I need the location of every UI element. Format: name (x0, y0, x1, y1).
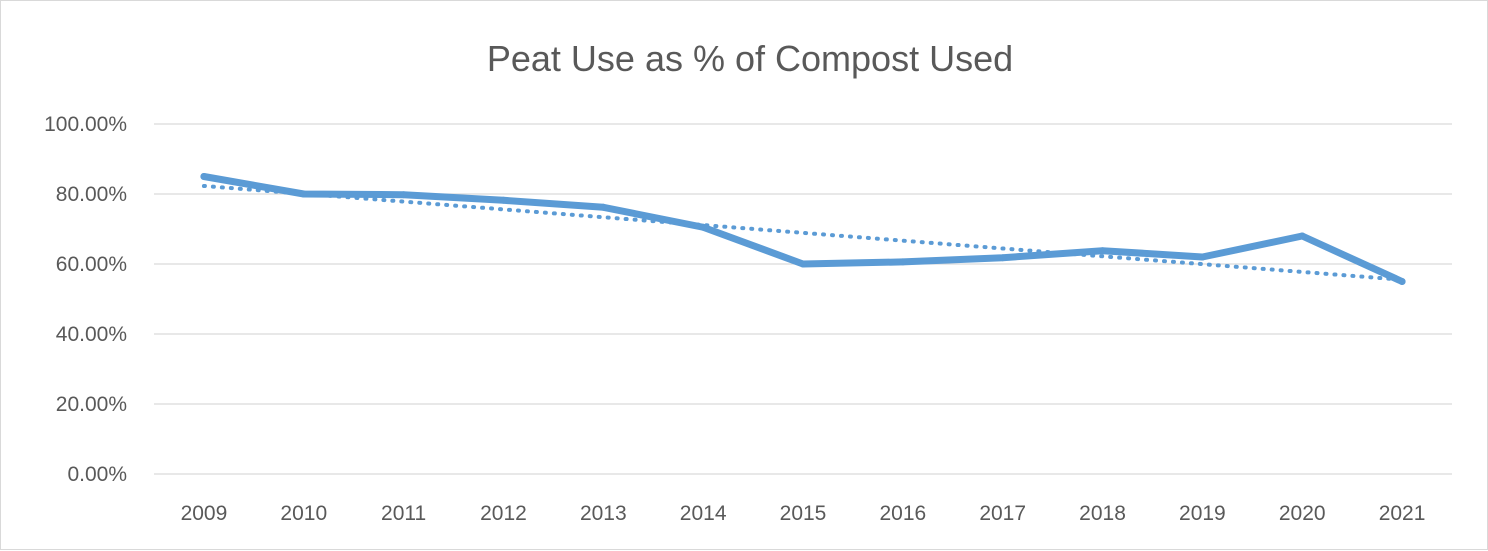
x-tick-label: 2012 (480, 502, 527, 525)
data-point (1298, 232, 1306, 240)
data-point (999, 254, 1007, 262)
y-axis-tick-labels: 0.00% 20.00% 40.00% 60.00% 80.00% 100.00% (44, 113, 127, 486)
gridlines (154, 123, 1452, 475)
trendline-group (201, 183, 1405, 282)
y-tick-label: 40.00% (56, 323, 127, 346)
x-tick-label: 2018 (1079, 502, 1126, 525)
x-tick-label: 2014 (680, 502, 727, 525)
data-point (499, 196, 507, 204)
data-point (599, 203, 607, 211)
x-tick-label: 2009 (181, 502, 228, 525)
data-point (1099, 247, 1107, 255)
x-tick-label: 2015 (780, 502, 827, 525)
x-tick-label: 2020 (1279, 502, 1326, 525)
x-tick-label: 2019 (1179, 502, 1226, 525)
y-tick-label: 100.00% (44, 113, 127, 136)
x-axis-tick-labels: 2009 2010 2011 2012 2013 2014 2015 2016 2017 2018… (181, 502, 1426, 525)
data-point (699, 223, 707, 231)
y-tick-label: 20.00% (56, 393, 127, 416)
data-point (1198, 253, 1206, 261)
x-tick-label: 2017 (979, 502, 1026, 525)
data-point (300, 190, 308, 198)
x-tick-label: 2021 (1379, 502, 1426, 525)
trendline (201, 183, 1405, 282)
y-tick-label: 0.00% (67, 463, 127, 486)
data-point (899, 258, 907, 266)
series-group (200, 173, 1406, 285)
x-tick-label: 2013 (580, 502, 627, 525)
x-tick-label: 2010 (280, 502, 327, 525)
x-tick-label: 2011 (381, 502, 426, 525)
chart-title: Peat Use as % of Compost Used (487, 38, 1013, 79)
x-tick-label: 2016 (879, 502, 926, 525)
data-point (1398, 278, 1406, 285)
y-tick-label: 80.00% (56, 183, 127, 206)
y-tick-label: 60.00% (56, 253, 127, 276)
data-point (400, 191, 408, 199)
data-point (799, 260, 807, 268)
data-point (200, 173, 208, 180)
